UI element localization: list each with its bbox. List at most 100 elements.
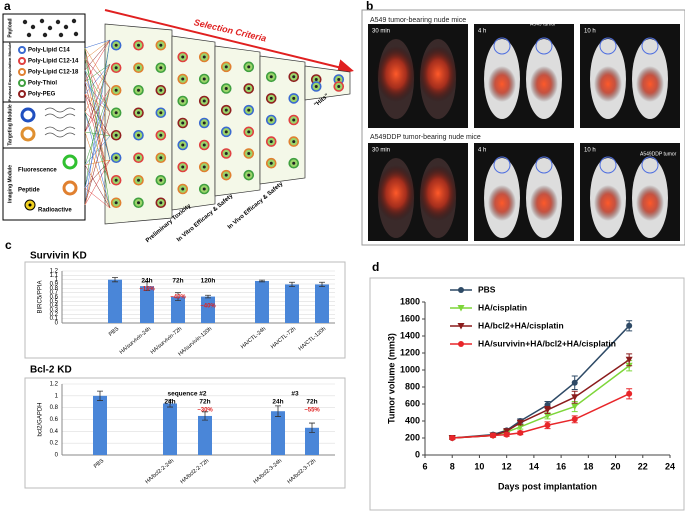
nanoparticle-core xyxy=(247,173,251,177)
marker xyxy=(571,379,578,386)
y-tick-label: 1 xyxy=(55,393,59,399)
nanoparticle-core xyxy=(314,78,318,81)
marker xyxy=(544,412,551,420)
legend-label: HA/bcl2+HA/cisplatin xyxy=(478,320,564,330)
tumor-ring xyxy=(535,37,553,55)
bar xyxy=(140,286,154,323)
nanoparticle-core xyxy=(292,140,296,144)
nanoparticle-core xyxy=(181,77,185,81)
imaging-icons xyxy=(24,154,78,211)
tumor-label: A549DDP tumor xyxy=(640,151,677,157)
error-bar xyxy=(112,277,118,283)
nanoparticle-core xyxy=(114,178,118,182)
stage-panel xyxy=(104,23,173,225)
nanoparticle-core xyxy=(269,96,273,100)
nanoparticle-core xyxy=(247,152,251,155)
connector xyxy=(84,159,111,189)
nanoparticle-core xyxy=(137,66,140,70)
y-tick-label: 0.5 xyxy=(50,299,59,305)
panel-b: b 30 min 4 h 10 h 30 min 4 h 10 h A549 tumor-… xyxy=(361,0,685,246)
panel-label: a xyxy=(4,0,11,13)
error-bar xyxy=(275,405,281,417)
module-label: Targeting Module xyxy=(7,104,13,146)
nanoparticle-core xyxy=(159,156,163,160)
nanoparticle-core xyxy=(159,178,163,182)
bar xyxy=(198,415,212,455)
nanoparticle-core xyxy=(292,118,296,122)
connector xyxy=(84,87,111,189)
annotation: 24h xyxy=(164,399,175,406)
nanoparticle-core xyxy=(224,65,228,69)
lipid-label: Poly-Lipid C12-14 xyxy=(28,59,79,65)
nanoparticle-core xyxy=(247,130,251,134)
connector xyxy=(84,47,111,89)
legend-marker xyxy=(458,341,464,347)
lipid-icons xyxy=(18,46,26,98)
error-bar xyxy=(259,279,265,283)
marker xyxy=(449,435,456,441)
y-tick-label: 400 xyxy=(405,415,420,425)
signal xyxy=(418,46,458,102)
nanoparticle-core xyxy=(202,99,206,103)
nanoparticle-core xyxy=(292,96,296,100)
nanoparticle-core xyxy=(114,111,118,115)
y-tick-label: 0.7 xyxy=(50,290,59,296)
bar xyxy=(108,279,122,323)
module-label: Imaging Module xyxy=(7,165,13,203)
nanoparticle-core xyxy=(224,108,228,112)
nanoparticle-core xyxy=(292,75,296,79)
error-bar xyxy=(319,281,325,287)
nanoparticle-core xyxy=(159,111,163,115)
nanoparticle-core xyxy=(159,133,163,137)
error-bar xyxy=(144,281,150,291)
nanoparticle-core xyxy=(181,121,185,125)
x-tick-label: 14 xyxy=(529,461,539,471)
y-tick-label: 0 xyxy=(415,449,420,459)
y-axis-label: bcl2/GAPDH xyxy=(38,402,44,436)
bar xyxy=(171,296,185,323)
annotation: 72h xyxy=(199,399,210,406)
annotation: 72h xyxy=(306,399,317,406)
y-tick-label: 1200 xyxy=(400,347,420,357)
signal xyxy=(530,66,558,102)
y-tick-label: 0.6 xyxy=(50,417,59,423)
connector xyxy=(84,58,111,113)
signal xyxy=(636,66,664,102)
x-tick-label: 12 xyxy=(502,461,512,471)
panel-a: a Payload Payload Encapsulation Module T… xyxy=(2,0,354,244)
error-bar xyxy=(202,411,208,421)
nanoparticle-core xyxy=(202,165,206,169)
selection-arrow xyxy=(104,9,354,75)
row-title: A549 tumor-bearing nude mice xyxy=(370,17,466,24)
bar xyxy=(163,403,177,455)
connector xyxy=(84,111,111,185)
nanoparticle-core xyxy=(181,165,185,169)
x-tick-label: 10 xyxy=(474,461,484,471)
nanoparticle-core xyxy=(247,87,251,90)
row-title: A549DDP tumor-bearing nude mice xyxy=(370,134,481,141)
connector xyxy=(84,39,111,206)
nanoparticle-core xyxy=(159,66,163,70)
y-tick-label: 1.2 xyxy=(50,382,59,388)
nanoparticle-core xyxy=(159,88,163,92)
nanoparticle-core xyxy=(202,77,206,81)
y-tick-label: 200 xyxy=(405,432,420,442)
bar xyxy=(201,296,215,323)
signal xyxy=(594,66,622,102)
marker xyxy=(571,416,578,423)
y-tick-label: 0 xyxy=(55,453,59,459)
connector xyxy=(84,39,111,189)
marker xyxy=(516,423,524,431)
y-tick-label: 800 xyxy=(405,381,420,391)
y-tick-label: 600 xyxy=(405,398,420,408)
y-tick-label: 0.2 xyxy=(50,441,59,447)
error-bar xyxy=(289,281,295,287)
x-tick-label: 18 xyxy=(583,461,593,471)
chart-title: Survivin KD xyxy=(30,251,87,262)
annotation: sequence #2 xyxy=(167,391,206,398)
y-tick-label: 0.4 xyxy=(50,429,59,435)
nanoparticle-core xyxy=(202,121,206,125)
tumor-ring xyxy=(493,37,511,55)
lipid-label: Poly-Thiol xyxy=(28,81,57,87)
